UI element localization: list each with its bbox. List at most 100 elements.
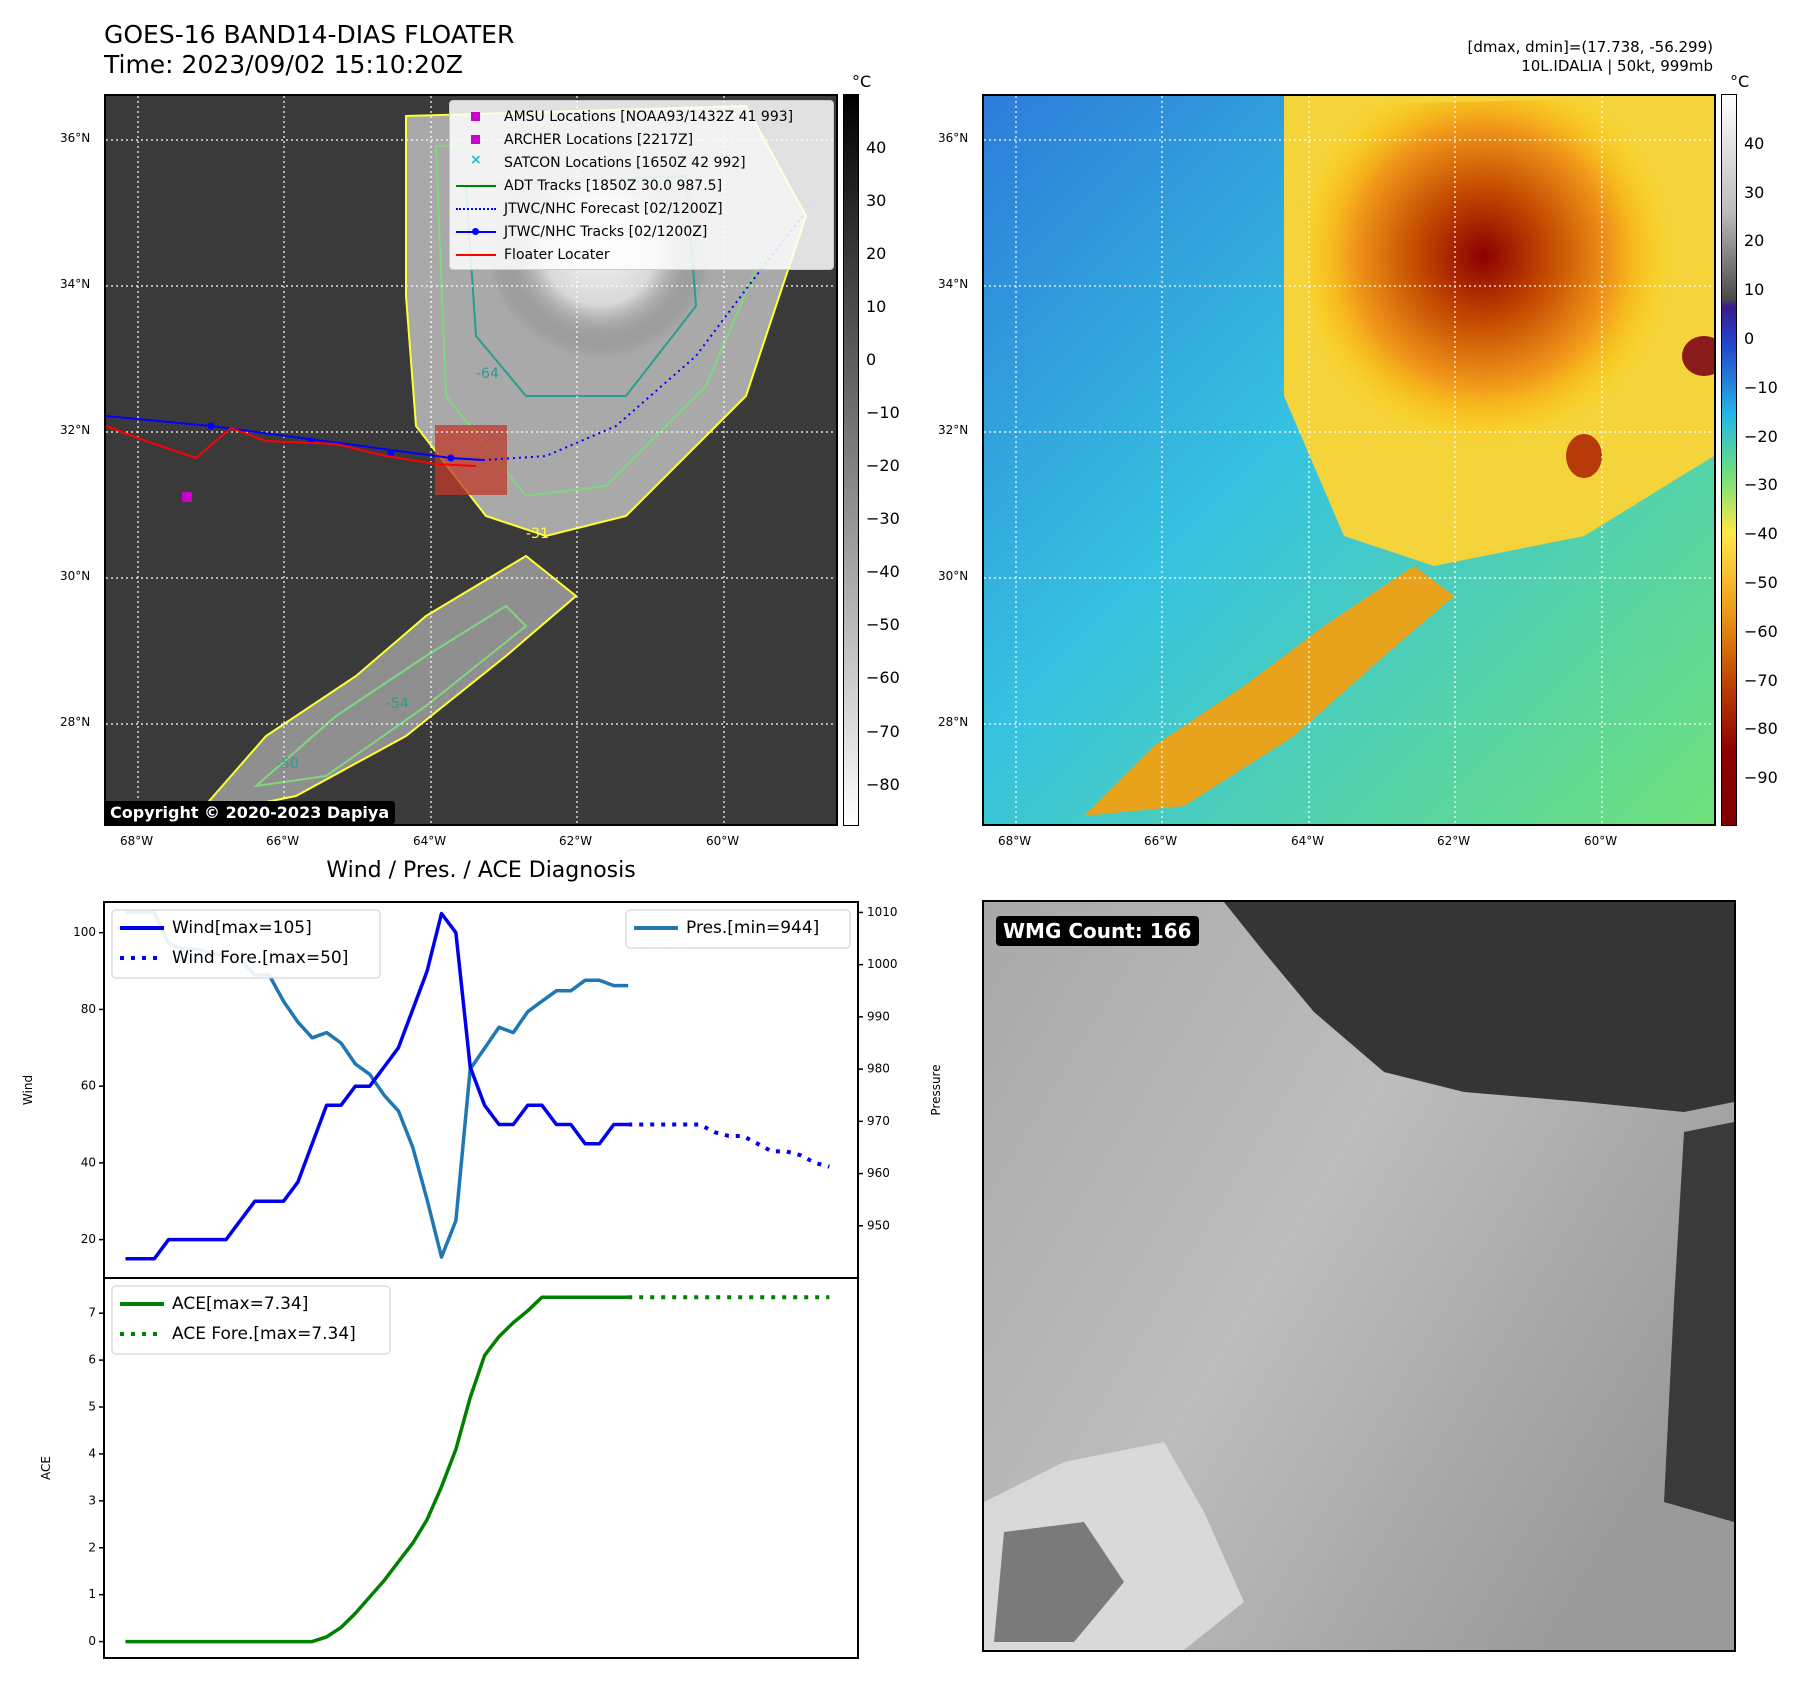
legend-label: JTWC/NHC Tracks [02/1200Z]	[504, 223, 708, 240]
storm-info-line1: [dmax, dmin]=(17.738, -56.299)	[1467, 38, 1713, 56]
figure-title-line1: GOES-16 BAND14-DIAS FLOATER	[104, 20, 515, 49]
lon-tick-label: 60°W	[1584, 834, 1618, 848]
colorbar-tick-label: 20	[1744, 231, 1765, 251]
colorbar-tick-label: 30	[866, 191, 887, 211]
legend-entry: × SATCON Locations [1650Z 42 992]	[456, 151, 827, 174]
left-colorbar	[843, 94, 859, 826]
lon-tick-label: 62°W	[559, 834, 593, 848]
ir-color-map	[982, 94, 1716, 826]
jtwc-track-point	[207, 422, 215, 430]
wmg-dark-region	[1224, 902, 1734, 1112]
ace-ytick-label: 0	[88, 1634, 96, 1648]
colorbar-tick-label: −30	[866, 509, 900, 529]
wind-ytick-label: 20	[81, 1232, 96, 1246]
map-gridlines	[984, 96, 1714, 824]
contour-yellow-band	[193, 554, 578, 818]
colorbar-tick-label: −60	[1744, 621, 1778, 641]
colorbar-tick-label: −60	[866, 668, 900, 688]
colorbar-tick-label: −50	[866, 615, 900, 635]
wind-ytick-label: 80	[81, 1002, 96, 1016]
colorbar-tick-label: −40	[866, 562, 900, 582]
ir-grayscale-map: -64 -31 -54 -50 AMSU Locations [NOAA93/1…	[104, 94, 838, 826]
lat-tick-label: 34°N	[60, 277, 91, 291]
colorbar-tick-label: 40	[866, 138, 887, 158]
lat-tick-label: 30°N	[60, 569, 91, 583]
diagnosis-title: Wind / Pres. / ACE Diagnosis	[326, 858, 636, 883]
legend-entry: ADT Tracks [1850Z 30.0 987.5]	[456, 174, 827, 197]
legend-symbol: ×	[470, 151, 482, 168]
jtwc-forecast-line	[482, 185, 827, 461]
lon-tick-label: 66°W	[266, 834, 300, 848]
colorbar-tick-label: −20	[866, 456, 900, 476]
storm-info-line2: 10L.IDALIA | 50kt, 999mb	[1521, 57, 1713, 75]
colorbar-tick-label: 10	[1744, 280, 1765, 300]
colorbar-tick-label: −50	[1744, 573, 1778, 592]
wind-ytick-label: 40	[81, 1155, 96, 1169]
lat-tick-label: 30°N	[938, 569, 969, 583]
colorbar-tick-label: 30	[1744, 182, 1765, 202]
wmg-count-badge: WMG Count: 166	[996, 916, 1199, 946]
contour-label: -50	[276, 756, 299, 772]
ace-ytick-label: 6	[88, 1353, 96, 1367]
legend-label: Floater Locater	[504, 246, 610, 263]
lon-tick-label: 68°W	[120, 834, 154, 848]
colorbar-tick-label: −20	[1744, 426, 1778, 446]
lon-tick-label: 68°W	[998, 834, 1032, 848]
color-map-svg	[984, 96, 1714, 824]
lon-tick-label: 64°W	[1291, 834, 1325, 848]
floater-locater-line	[106, 425, 477, 467]
lat-tick-label: 36°N	[60, 131, 91, 145]
colorbar-tick-label: −80	[1744, 719, 1778, 739]
color-rainband	[1084, 566, 1454, 816]
colorbar-tick-label: −40	[1744, 524, 1778, 544]
lat-tick-label: 28°N	[60, 715, 91, 729]
legend-entry: AMSU Locations [NOAA93/1432Z 41 993]	[456, 105, 827, 128]
chart-legend	[111, 1285, 391, 1355]
wmg-mid-region	[994, 1522, 1124, 1642]
figure-title: GOES-16 BAND14-DIAS FLOATER Time: 2023/0…	[104, 20, 514, 80]
color-cell	[1566, 434, 1602, 478]
ace-axis-label: ACE	[39, 1456, 53, 1480]
lat-tick-label: 36°N	[938, 131, 969, 145]
colorbar-tick-label: −10	[866, 403, 900, 423]
figure-title-line2: Time: 2023/09/02 15:10:20Z	[104, 50, 463, 79]
wind-ytick-label: 60	[81, 1079, 96, 1093]
color-cell	[1682, 336, 1714, 376]
pressure-ytick-label: 1000	[867, 957, 898, 971]
chart-legend-label: ACE[max=7.34]	[172, 1294, 308, 1314]
pressure-axis-label: Pressure	[929, 1064, 943, 1115]
chart-legend-label: ACE Fore.[max=7.34]	[172, 1324, 356, 1344]
lon-tick-label: 66°W	[1144, 834, 1178, 848]
ace-ytick-label: 5	[88, 1400, 96, 1414]
legend-label: AMSU Locations [NOAA93/1432Z 41 993]	[504, 108, 794, 125]
contour-label: -31	[526, 526, 549, 542]
legend-symbol	[456, 179, 496, 193]
legend-symbol	[456, 133, 496, 147]
ace-series-line	[125, 1295, 629, 1644]
right-colorbar	[1721, 94, 1737, 826]
storm-info: [dmax, dmin]=(17.738, -56.299) 10L.IDALI…	[1468, 38, 1713, 76]
right-colorbar-unit: °C	[1730, 72, 1750, 91]
lon-tick-label: 62°W	[1437, 834, 1471, 848]
map-legend: AMSU Locations [NOAA93/1432Z 41 993] ARCH…	[449, 100, 834, 270]
legend-label: ADT Tracks [1850Z 30.0 987.5]	[504, 177, 723, 194]
colorbar-tick-label: −10	[1744, 377, 1778, 397]
jtwc-track-point	[447, 454, 455, 462]
colorbar-tick-label: −80	[866, 774, 900, 794]
contour-green-band	[252, 604, 528, 788]
legend-label: JTWC/NHC Forecast [02/1200Z]	[504, 200, 723, 217]
lat-tick-label: 32°N	[938, 423, 969, 437]
lon-tick-label: 60°W	[706, 834, 740, 848]
legend-entry: Floater Locater	[456, 243, 827, 266]
color-cloud-core	[1294, 96, 1714, 516]
legend-symbol	[456, 248, 496, 262]
legend-entry: JTWC/NHC Tracks [02/1200Z]	[456, 220, 827, 243]
jtwc-track-point	[387, 449, 395, 457]
amsu-location-marker	[182, 492, 192, 502]
legend-entry: ARCHER Locations [2217Z]	[456, 128, 827, 151]
legend-entry: JTWC/NHC Forecast [02/1200Z]	[456, 197, 827, 220]
wind-series-line	[125, 911, 629, 1261]
chart-legend-label: Wind Fore.[max=50]	[172, 948, 348, 968]
legend-label: SATCON Locations [1650Z 42 992]	[504, 154, 746, 171]
colorbar-tick-label: 40	[1744, 133, 1765, 153]
